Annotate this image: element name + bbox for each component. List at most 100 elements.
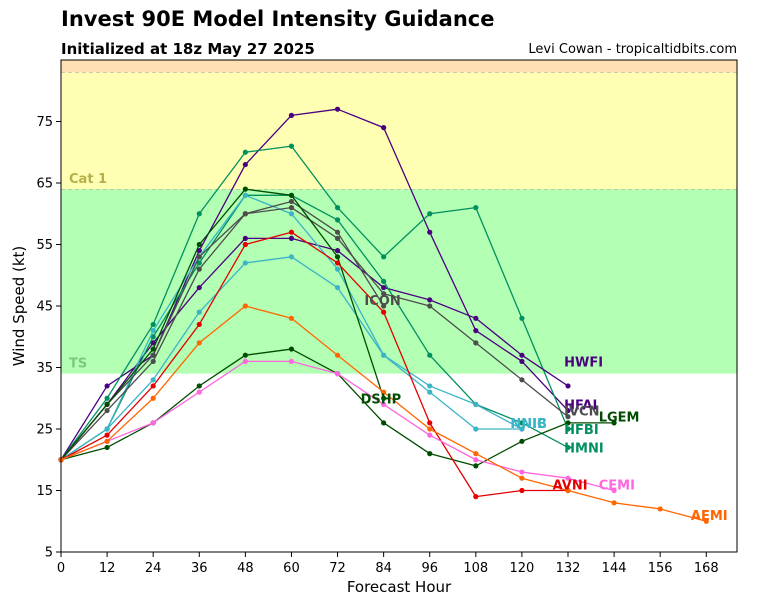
x-tick-label: 156 — [648, 561, 673, 576]
data-point-nnic — [473, 426, 479, 432]
data-point-lgem — [611, 420, 617, 426]
series-line-ivcn — [60, 206, 569, 461]
data-point-lgem — [242, 352, 248, 358]
y-axis-ticks: 5 15 25 35 45 55 65 75 — [36, 115, 61, 561]
data-point-hmni — [473, 205, 479, 211]
data-point-hwfi — [104, 383, 110, 389]
data-point-dshp — [196, 241, 202, 248]
y-tick-label: 65 — [36, 177, 53, 192]
model-label-cemi: CEMI — [599, 478, 635, 493]
data-point-hmni — [242, 149, 248, 155]
data-point-avni — [104, 432, 110, 438]
data-point-aemi — [104, 438, 110, 444]
data-point-hfai — [565, 383, 571, 389]
series-line-hwfi — [60, 108, 569, 461]
band-label-cat-1: Cat 1 — [69, 172, 107, 187]
data-point-aemi — [242, 303, 248, 309]
data-point-hmni — [427, 211, 433, 217]
y-tick-label: 25 — [36, 423, 53, 438]
data-point-hmni — [196, 211, 202, 217]
data-point-hwfi — [334, 106, 341, 112]
data-point-hfai — [334, 248, 341, 254]
data-point-cemi — [611, 487, 617, 494]
chart-title: Invest 90E Model Intensity Guidance — [61, 7, 495, 31]
x-tick-label: 132 — [556, 561, 581, 576]
data-point-hfbi — [381, 278, 387, 284]
data-point-nnic — [242, 192, 248, 198]
data-point-hwfi — [565, 407, 571, 414]
data-point-aemi — [519, 475, 525, 481]
data-point-ivcn — [381, 291, 387, 297]
data-point-nnib — [427, 383, 433, 389]
data-point-dshp — [381, 395, 387, 401]
data-point-hwfi — [288, 112, 295, 118]
data-point-nnib — [519, 426, 525, 432]
data-point-hfai — [150, 340, 156, 346]
data-point-lgem — [381, 420, 387, 426]
band-label-ts: TS — [69, 357, 87, 372]
y-tick-label: 45 — [36, 300, 53, 315]
model-label-avni: AVNI — [553, 478, 588, 493]
data-point-ivcn — [150, 358, 156, 364]
data-point-avni — [196, 321, 202, 328]
x-tick-label: 84 — [375, 561, 392, 576]
x-axis-label: Forecast Hour — [347, 578, 452, 596]
data-point-icon — [334, 229, 341, 235]
data-point-lgem — [565, 420, 571, 426]
band-ts — [61, 189, 737, 374]
data-point-aemi — [473, 451, 479, 457]
data-point-icon — [196, 254, 202, 260]
data-point-nnib — [242, 260, 248, 266]
data-point-cemi — [519, 469, 525, 475]
data-point-lgem — [519, 438, 525, 444]
x-tick-label: 72 — [329, 561, 346, 576]
series-line-hfbi — [60, 194, 569, 461]
data-point-nnib — [288, 254, 295, 260]
data-point-cemi — [473, 457, 479, 463]
data-point-avni — [519, 487, 525, 494]
intensity-bands: TS Cat 1 — [61, 60, 737, 374]
data-point-aemi — [288, 315, 295, 321]
data-point-dshp — [104, 401, 110, 407]
data-point-aemi — [565, 487, 571, 494]
data-point-lgem — [196, 383, 202, 389]
data-point-avni — [427, 420, 433, 426]
model-series — [58, 106, 709, 524]
data-point-avni — [288, 229, 295, 235]
data-point-cemi — [242, 358, 248, 364]
y-tick-label: 5 — [45, 546, 53, 561]
data-point-avni — [334, 260, 341, 266]
data-point-avni — [473, 494, 479, 500]
data-point-icon — [242, 211, 248, 217]
data-point-cemi — [565, 475, 571, 481]
x-tick-label: 120 — [509, 561, 534, 576]
data-point-cemi — [381, 401, 387, 407]
data-point-ivcn — [104, 407, 110, 414]
data-point-hwfi — [381, 125, 387, 131]
data-point-avni — [150, 383, 156, 389]
data-point-hfai — [473, 315, 479, 321]
data-point-hfai — [288, 235, 295, 241]
data-point-ivcn — [519, 377, 525, 383]
data-point-ivcn — [473, 340, 479, 346]
data-point-nnib — [150, 377, 156, 383]
data-point-avni — [242, 241, 248, 248]
x-tick-label: 144 — [602, 561, 627, 576]
chart-subtitle: Initialized at 18z May 27 2025 — [61, 40, 315, 58]
chart-credit: Levi Cowan - tropicaltidbits.com — [528, 42, 737, 57]
series-line-icon — [60, 200, 385, 461]
x-tick-label: 48 — [237, 561, 254, 576]
x-tick-label: 24 — [145, 561, 162, 576]
y-tick-label: 75 — [36, 115, 53, 130]
data-point-hmni — [381, 254, 387, 260]
data-point-lgem — [104, 444, 110, 451]
data-point-aemi — [334, 352, 341, 358]
data-point-hfbi — [519, 420, 525, 426]
data-point-nnib — [473, 401, 479, 407]
data-point-aemi — [427, 426, 433, 432]
data-point-hmni — [288, 143, 295, 149]
series-line-avni — [60, 231, 568, 498]
model-label-nnic: NNIC — [510, 417, 546, 432]
data-point-ivcn — [334, 235, 341, 241]
